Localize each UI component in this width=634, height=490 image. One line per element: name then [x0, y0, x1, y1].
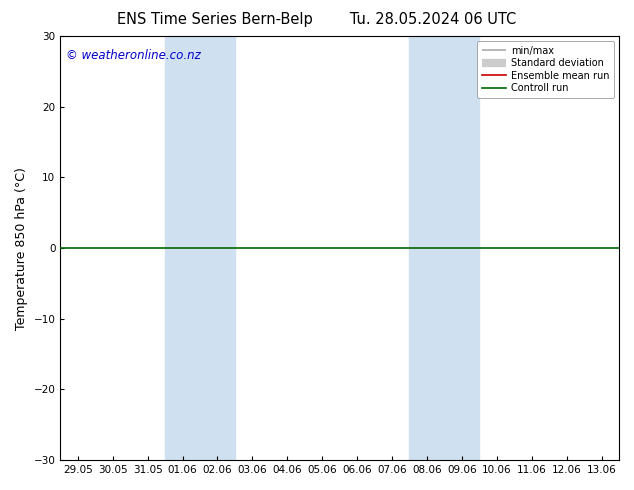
Bar: [165, 36, 235, 460]
Bar: [410, 36, 479, 460]
Legend: min/max, Standard deviation, Ensemble mean run, Controll run: min/max, Standard deviation, Ensemble me…: [477, 41, 614, 98]
Text: © weatheronline.co.nz: © weatheronline.co.nz: [66, 49, 200, 62]
Text: ENS Time Series Bern-Belp        Tu. 28.05.2024 06 UTC: ENS Time Series Bern-Belp Tu. 28.05.2024…: [117, 12, 517, 27]
Y-axis label: Temperature 850 hPa (°C): Temperature 850 hPa (°C): [15, 167, 28, 330]
